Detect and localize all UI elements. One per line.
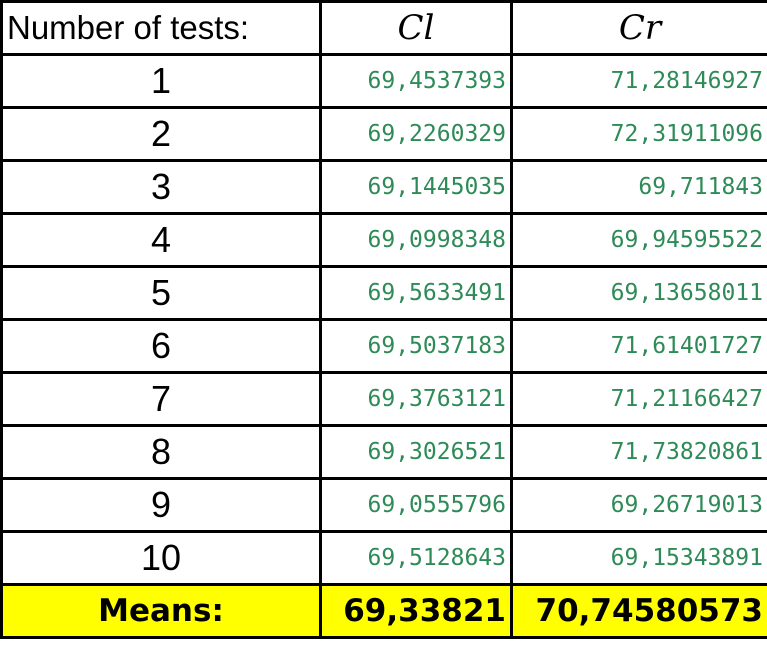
cl-value-cell: 69,2260329: [319, 106, 513, 162]
cl-value-cell: 69,4537393: [319, 53, 513, 109]
cr-value-cell: 71,28146927: [510, 53, 767, 109]
test-number-cell: 1: [0, 53, 322, 109]
table-row: 3 69,1445035 69,711843: [0, 159, 767, 215]
test-number-cell: 9: [0, 477, 322, 533]
table-body: Number of tests: Cl Cr 1 69,4537393 71,2…: [0, 0, 767, 639]
test-number-cell: 8: [0, 424, 322, 480]
cl-value-cell: 69,0998348: [319, 212, 513, 268]
header-row: Number of tests: Cl Cr: [0, 0, 767, 56]
means-cr-value: 70,74580573: [510, 583, 767, 639]
cr-value-cell: 69,94595522: [510, 212, 767, 268]
test-number-cell: 2: [0, 106, 322, 162]
table-row: 4 69,0998348 69,94595522: [0, 212, 767, 268]
table-row: 7 69,3763121 71,21166427: [0, 371, 767, 427]
test-number-cell: 7: [0, 371, 322, 427]
cr-value-cell: 71,73820861: [510, 424, 767, 480]
table-row: 10 69,5128643 69,15343891: [0, 530, 767, 586]
cl-value-cell: 69,0555796: [319, 477, 513, 533]
test-number-cell: 10: [0, 530, 322, 586]
means-cl-value: 69,33821: [319, 583, 513, 639]
cr-value-cell: 69,13658011: [510, 265, 767, 321]
cr-value-cell: 71,21166427: [510, 371, 767, 427]
table-row: 8 69,3026521 71,73820861: [0, 424, 767, 480]
table-row: 6 69,5037183 71,61401727: [0, 318, 767, 374]
results-table: Number of tests: Cl Cr 1 69,4537393 71,2…: [0, 0, 767, 639]
cr-value-cell: 71,61401727: [510, 318, 767, 374]
header-number-of-tests: Number of tests:: [0, 0, 322, 56]
table-row: 1 69,4537393 71,28146927: [0, 53, 767, 109]
header-cr: Cr: [510, 0, 767, 56]
test-number-cell: 6: [0, 318, 322, 374]
cr-value-cell: 69,711843: [510, 159, 767, 215]
table-row: 5 69,5633491 69,13658011: [0, 265, 767, 321]
means-label: Means:: [0, 583, 322, 639]
cl-value-cell: 69,5037183: [319, 318, 513, 374]
test-number-cell: 5: [0, 265, 322, 321]
cr-value-cell: 72,31911096: [510, 106, 767, 162]
cl-value-cell: 69,1445035: [319, 159, 513, 215]
means-row: Means: 69,33821 70,74580573: [0, 583, 767, 639]
cr-value-cell: 69,26719013: [510, 477, 767, 533]
test-number-cell: 3: [0, 159, 322, 215]
header-cl: Cl: [319, 0, 513, 56]
cl-value-cell: 69,5633491: [319, 265, 513, 321]
test-number-cell: 4: [0, 212, 322, 268]
cl-value-cell: 69,3026521: [319, 424, 513, 480]
table-row: 9 69,0555796 69,26719013: [0, 477, 767, 533]
cr-value-cell: 69,15343891: [510, 530, 767, 586]
cl-value-cell: 69,5128643: [319, 530, 513, 586]
table-row: 2 69,2260329 72,31911096: [0, 106, 767, 162]
cl-value-cell: 69,3763121: [319, 371, 513, 427]
